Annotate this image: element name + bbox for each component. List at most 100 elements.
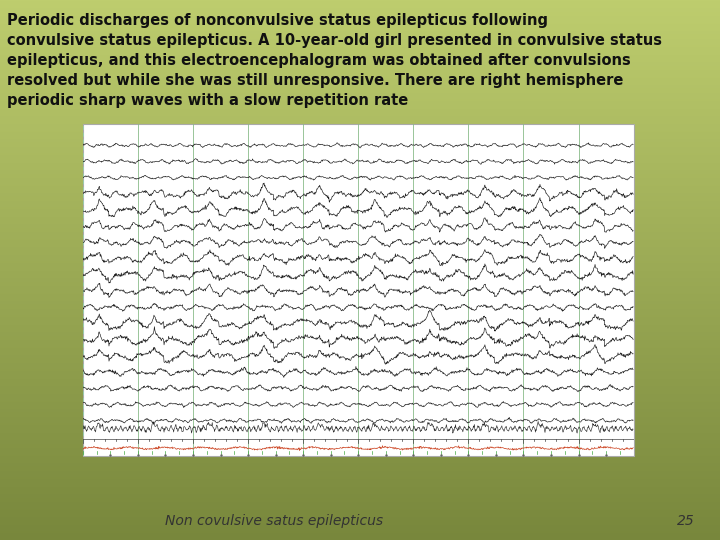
Bar bbox=[0, 73, 720, 74]
Bar bbox=[0, 510, 720, 512]
Bar bbox=[0, 517, 720, 518]
Bar bbox=[0, 0, 720, 2]
Bar bbox=[0, 429, 720, 431]
Bar bbox=[0, 51, 720, 53]
Bar bbox=[0, 237, 720, 238]
Bar bbox=[0, 122, 720, 123]
Bar bbox=[0, 181, 720, 183]
Bar bbox=[0, 269, 720, 270]
Bar bbox=[0, 120, 720, 122]
Bar bbox=[0, 22, 720, 23]
Bar bbox=[0, 381, 720, 382]
Bar bbox=[0, 84, 720, 85]
Bar bbox=[0, 328, 720, 329]
Bar bbox=[0, 455, 720, 456]
Bar bbox=[0, 262, 720, 263]
Bar bbox=[0, 361, 720, 362]
Bar bbox=[0, 415, 720, 416]
Bar bbox=[0, 386, 720, 388]
Bar bbox=[0, 6, 720, 8]
Bar bbox=[0, 66, 720, 68]
Bar bbox=[0, 140, 720, 141]
Bar bbox=[0, 346, 720, 347]
Bar bbox=[0, 147, 720, 149]
Bar bbox=[0, 513, 720, 514]
Bar bbox=[0, 491, 720, 492]
Bar bbox=[0, 196, 720, 197]
Bar bbox=[0, 43, 720, 45]
Bar bbox=[0, 25, 720, 27]
Bar bbox=[0, 355, 720, 356]
Bar bbox=[0, 363, 720, 364]
Bar bbox=[0, 135, 720, 136]
Bar bbox=[0, 8, 720, 9]
Bar bbox=[0, 470, 720, 471]
Bar bbox=[0, 177, 720, 178]
Bar bbox=[0, 442, 720, 443]
Bar bbox=[0, 124, 720, 126]
Bar bbox=[0, 534, 720, 535]
Bar bbox=[0, 348, 720, 350]
Bar bbox=[0, 176, 720, 177]
Bar bbox=[0, 406, 720, 408]
Bar bbox=[0, 256, 720, 258]
Bar bbox=[0, 77, 720, 78]
Bar bbox=[0, 340, 720, 341]
Bar bbox=[0, 76, 720, 77]
Bar bbox=[0, 525, 720, 526]
Bar bbox=[0, 483, 720, 485]
Bar bbox=[0, 23, 720, 24]
Bar bbox=[0, 251, 720, 252]
Bar bbox=[0, 30, 720, 31]
Bar bbox=[0, 224, 720, 226]
Bar bbox=[0, 490, 720, 491]
Bar bbox=[0, 480, 720, 481]
Bar bbox=[0, 327, 720, 328]
Bar bbox=[0, 313, 720, 314]
Bar bbox=[0, 437, 720, 438]
Bar bbox=[0, 285, 720, 286]
Bar bbox=[0, 115, 720, 116]
Bar bbox=[0, 368, 720, 370]
Bar bbox=[0, 167, 720, 168]
Bar bbox=[0, 280, 720, 281]
Bar bbox=[0, 509, 720, 510]
Bar bbox=[0, 467, 720, 469]
Bar bbox=[0, 242, 720, 243]
Bar bbox=[0, 496, 720, 497]
Bar bbox=[0, 35, 720, 36]
Bar bbox=[0, 427, 720, 428]
Bar bbox=[0, 127, 720, 128]
Bar bbox=[0, 325, 720, 327]
Bar bbox=[0, 350, 720, 351]
Bar bbox=[0, 336, 720, 338]
Bar bbox=[0, 284, 720, 285]
Bar bbox=[0, 440, 720, 442]
Bar bbox=[0, 343, 720, 345]
Bar bbox=[0, 392, 720, 393]
Bar bbox=[0, 217, 720, 219]
Bar bbox=[0, 31, 720, 32]
Bar bbox=[0, 222, 720, 224]
Bar bbox=[0, 351, 720, 352]
Bar bbox=[0, 213, 720, 214]
Bar bbox=[0, 96, 720, 97]
Bar bbox=[0, 134, 720, 135]
Bar bbox=[0, 24, 720, 25]
Bar bbox=[0, 187, 720, 189]
Bar bbox=[0, 94, 720, 96]
Bar bbox=[0, 56, 720, 57]
Bar bbox=[0, 464, 720, 465]
Bar bbox=[0, 500, 720, 501]
Bar bbox=[0, 148, 720, 150]
Bar bbox=[0, 157, 720, 158]
Bar bbox=[0, 389, 720, 390]
Bar bbox=[0, 357, 720, 359]
Bar bbox=[0, 401, 720, 402]
Bar bbox=[0, 428, 720, 429]
Bar bbox=[0, 352, 720, 354]
Bar bbox=[0, 74, 720, 76]
Bar bbox=[0, 494, 720, 496]
Bar bbox=[0, 82, 720, 84]
Bar bbox=[0, 89, 720, 90]
